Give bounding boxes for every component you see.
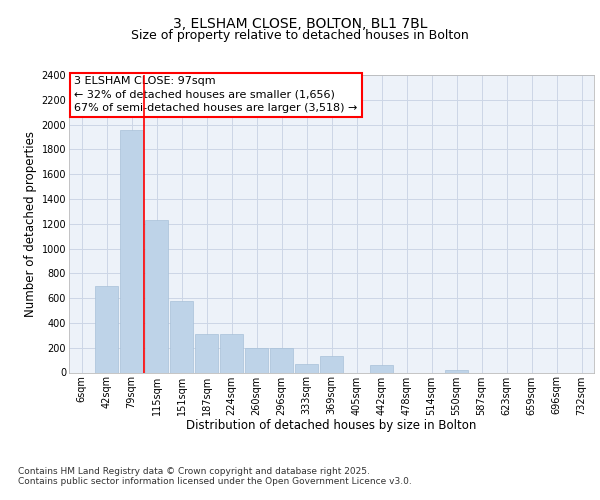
Bar — [220, 334, 243, 372]
Text: 3, ELSHAM CLOSE, BOLTON, BL1 7BL: 3, ELSHAM CLOSE, BOLTON, BL1 7BL — [173, 18, 427, 32]
Bar — [270, 348, 293, 372]
Bar — [245, 348, 268, 372]
Text: Contains public sector information licensed under the Open Government Licence v3: Contains public sector information licen… — [18, 477, 412, 486]
Bar — [120, 130, 143, 372]
Text: 3 ELSHAM CLOSE: 97sqm
← 32% of detached houses are smaller (1,656)
67% of semi-d: 3 ELSHAM CLOSE: 97sqm ← 32% of detached … — [74, 76, 358, 113]
Bar — [370, 365, 393, 372]
Bar — [170, 300, 193, 372]
Bar — [295, 364, 318, 372]
Bar — [320, 356, 343, 372]
Bar — [195, 334, 218, 372]
Text: Contains HM Land Registry data © Crown copyright and database right 2025.: Contains HM Land Registry data © Crown c… — [18, 467, 370, 476]
Text: Size of property relative to detached houses in Bolton: Size of property relative to detached ho… — [131, 28, 469, 42]
X-axis label: Distribution of detached houses by size in Bolton: Distribution of detached houses by size … — [187, 419, 476, 432]
Bar — [145, 220, 168, 372]
Bar — [95, 286, 118, 372]
Y-axis label: Number of detached properties: Number of detached properties — [25, 130, 37, 317]
Bar — [445, 370, 468, 372]
